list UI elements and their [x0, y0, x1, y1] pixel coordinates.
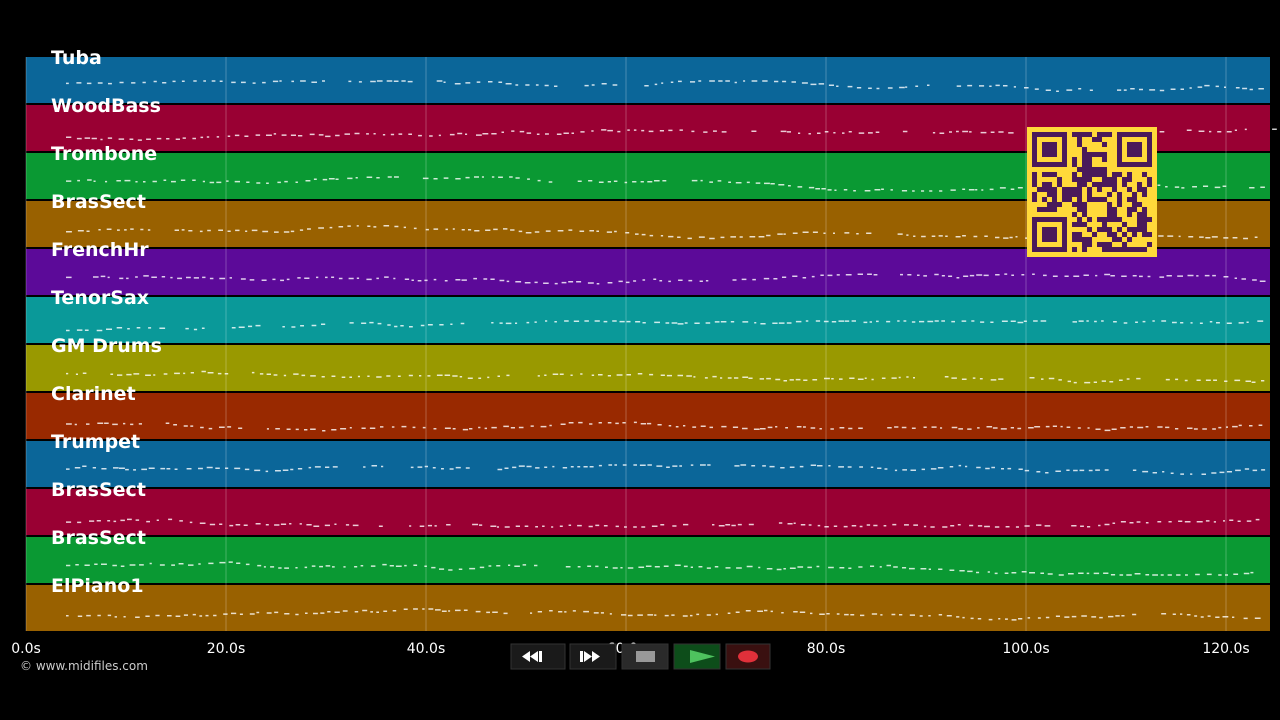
note-dashes: [66, 370, 1265, 384]
copyright: © www.midifiles.com: [20, 659, 148, 673]
record-button[interactable]: [725, 643, 771, 670]
note-dashes: [66, 320, 1264, 332]
note-dashes: [66, 421, 1263, 432]
rewind-button[interactable]: [510, 643, 566, 670]
note-dashes: [66, 561, 1254, 576]
note-dashes: [66, 608, 1261, 621]
track-band: [26, 393, 1270, 439]
play-button[interactable]: [673, 643, 721, 670]
x-tick-label: 40.0s: [407, 641, 445, 657]
transport-controls: [510, 643, 771, 670]
track-name: TenorSax: [51, 287, 149, 309]
track-name: Clarinet: [51, 383, 136, 405]
play-icon: [690, 650, 715, 663]
x-tick-label: 100.0s: [1002, 641, 1049, 657]
track-name: BrasSect: [51, 191, 146, 213]
track-name: BrasSect: [51, 527, 146, 549]
x-tick-label: 20.0s: [207, 641, 245, 657]
track-name: Trumpet: [51, 431, 140, 453]
note-dashes: [66, 273, 1266, 285]
x-tick-label: 0.0s: [11, 641, 41, 657]
track-name: BrasSect: [51, 479, 146, 501]
grid: [25, 57, 1227, 631]
track-band: [26, 297, 1270, 343]
stop-button[interactable]: [621, 643, 669, 670]
track-band: [26, 585, 1270, 631]
track-name: Tuba: [51, 47, 102, 69]
note-dashes: [66, 80, 1264, 92]
qr-code: [1027, 127, 1157, 257]
x-tick-label: 80.0s: [807, 641, 845, 657]
x-tick-label: 120.0s: [1202, 641, 1249, 657]
track-name: ElPiano1: [51, 575, 144, 597]
forward-button[interactable]: [569, 643, 617, 670]
track-band: [26, 489, 1270, 535]
record-icon: [738, 650, 758, 663]
track-name: WoodBass: [51, 95, 161, 117]
track-band: [26, 345, 1270, 391]
forward-icon: [580, 651, 600, 662]
track-band: [26, 537, 1270, 583]
rewind-icon: [522, 651, 542, 662]
track-band: [26, 57, 1270, 103]
track-name: GM Drums: [51, 335, 162, 357]
note-dashes: [66, 518, 1260, 528]
note-dashes: [66, 464, 1266, 476]
stop-icon: [636, 651, 655, 662]
track-name: FrenchHr: [51, 239, 149, 261]
track-name: Trombone: [51, 143, 157, 165]
qr-modules: [1032, 132, 1152, 252]
track-band: [26, 441, 1270, 487]
track-labels: Tuba WoodBass Trombone BrasSect FrenchHr Teno…: [51, 47, 162, 597]
